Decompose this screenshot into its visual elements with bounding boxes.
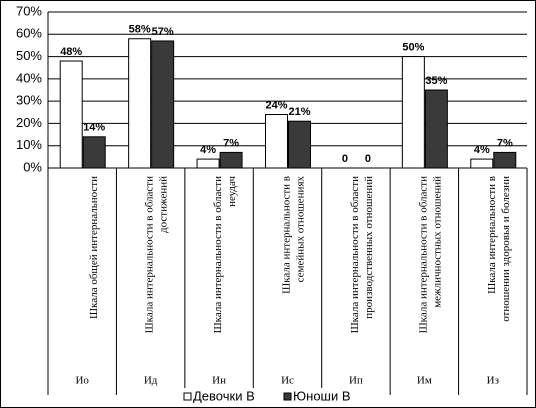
value-label: 4%: [474, 144, 490, 156]
y-tick-label: 40%: [16, 70, 42, 85]
legend-label: Девочки В: [193, 388, 255, 403]
value-label: 50%: [402, 41, 424, 53]
bar: [288, 120, 311, 169]
bar: [219, 151, 243, 169]
x-tick-label: Шкала общей интернальности: [88, 176, 100, 319]
legend-box: [178, 388, 362, 406]
x-tick-label: Шкала интернальности в области межличност…: [417, 176, 443, 334]
bar: [128, 38, 152, 169]
value-label: 0: [342, 153, 348, 165]
category-code: Ин: [212, 375, 226, 387]
bar: [265, 114, 288, 169]
bar: [470, 158, 494, 169]
bar: [424, 89, 448, 169]
value-label: 7%: [223, 137, 239, 149]
bar: [196, 158, 220, 169]
y-tick-label: 0%: [23, 159, 42, 174]
category-code: Ип: [349, 375, 363, 387]
category-code: Ид: [144, 375, 158, 387]
y-tick-label: 70%: [16, 3, 42, 18]
category-code: Ис: [281, 375, 294, 387]
value-label: 21%: [288, 106, 310, 118]
value-label: 14%: [83, 122, 105, 134]
x-tick-label: Шкала интернальности в отношении здоровья…: [485, 176, 511, 322]
value-label: 57%: [152, 26, 174, 38]
value-label: 24%: [265, 99, 287, 111]
y-tick-label: 10%: [16, 137, 42, 152]
bar: [401, 56, 425, 169]
y-tick-label: 30%: [16, 93, 42, 108]
value-label: 35%: [425, 75, 447, 87]
x-tick-label: Шкала интернальности в области достижений: [143, 176, 169, 334]
bar: [151, 40, 175, 169]
value-label: 0: [365, 153, 371, 165]
legend-label: Юноши В: [293, 388, 351, 403]
y-tick-label: 60%: [16, 26, 42, 41]
value-label: 4%: [200, 144, 216, 156]
x-tick-label: Шкала интернальности в области производст…: [348, 176, 374, 334]
category-code: Им: [417, 375, 432, 387]
category-code: Из: [487, 375, 499, 387]
bar: [493, 151, 517, 169]
x-tick-label: Шкала интернальности в семейных отношения…: [280, 176, 306, 294]
y-tick-label: 50%: [16, 48, 42, 63]
category-code: Ио: [75, 375, 89, 387]
bar: [59, 60, 83, 169]
value-label: 58%: [129, 24, 151, 36]
value-label: 7%: [497, 137, 513, 149]
legend-swatch: [283, 392, 292, 401]
y-tick-label: 20%: [16, 115, 42, 130]
legend: Девочки В Юноши В: [178, 388, 362, 406]
bar: [82, 136, 106, 169]
value-label: 48%: [60, 46, 82, 58]
legend-swatch: [183, 392, 192, 401]
x-tick-label: Шкала интернальности в области неудач: [212, 176, 238, 334]
